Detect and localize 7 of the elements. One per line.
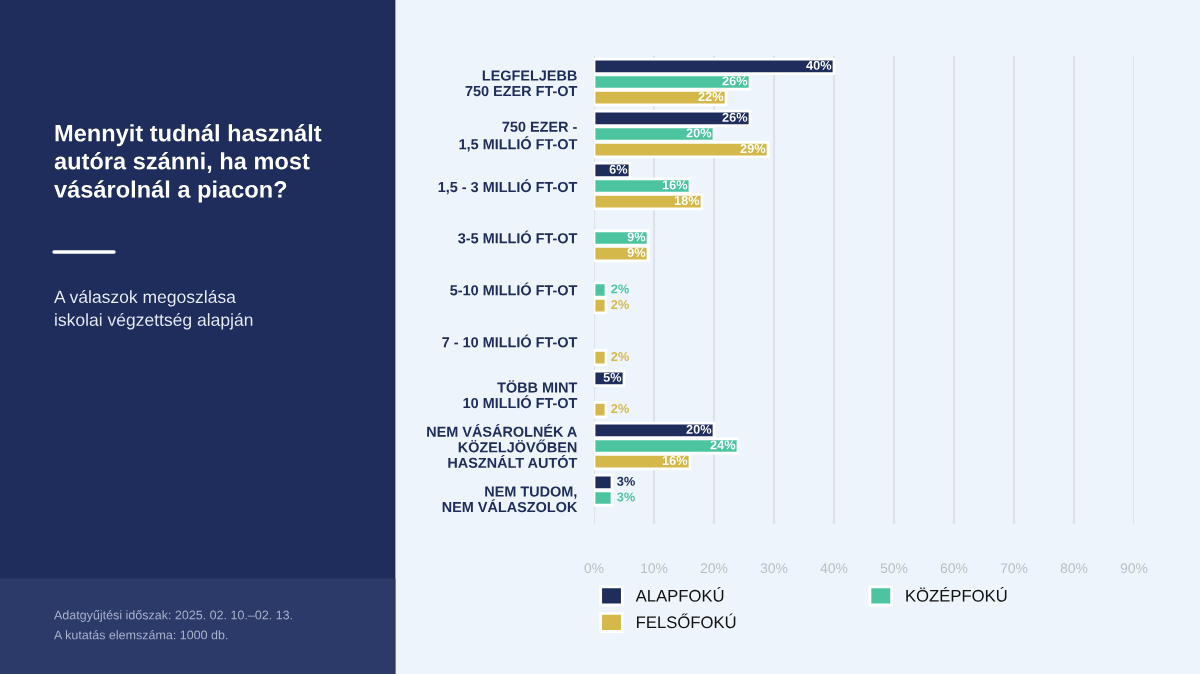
legend-label: FELSŐFOKÚ — [637, 613, 736, 629]
text: A válaszok megoszlása iskolai végzettség alapján — [54, 290, 253, 330]
bar — [594, 349, 608, 367]
legend-label: KÖZÉPFOKÚ — [906, 587, 1007, 602]
bar — [594, 401, 608, 419]
legend-label: ALAPFOKÚ — [635, 587, 724, 602]
text: Mennyit tudnál használt autóra szánni, ha most vásárolnál a piacon? — [54, 124, 322, 203]
